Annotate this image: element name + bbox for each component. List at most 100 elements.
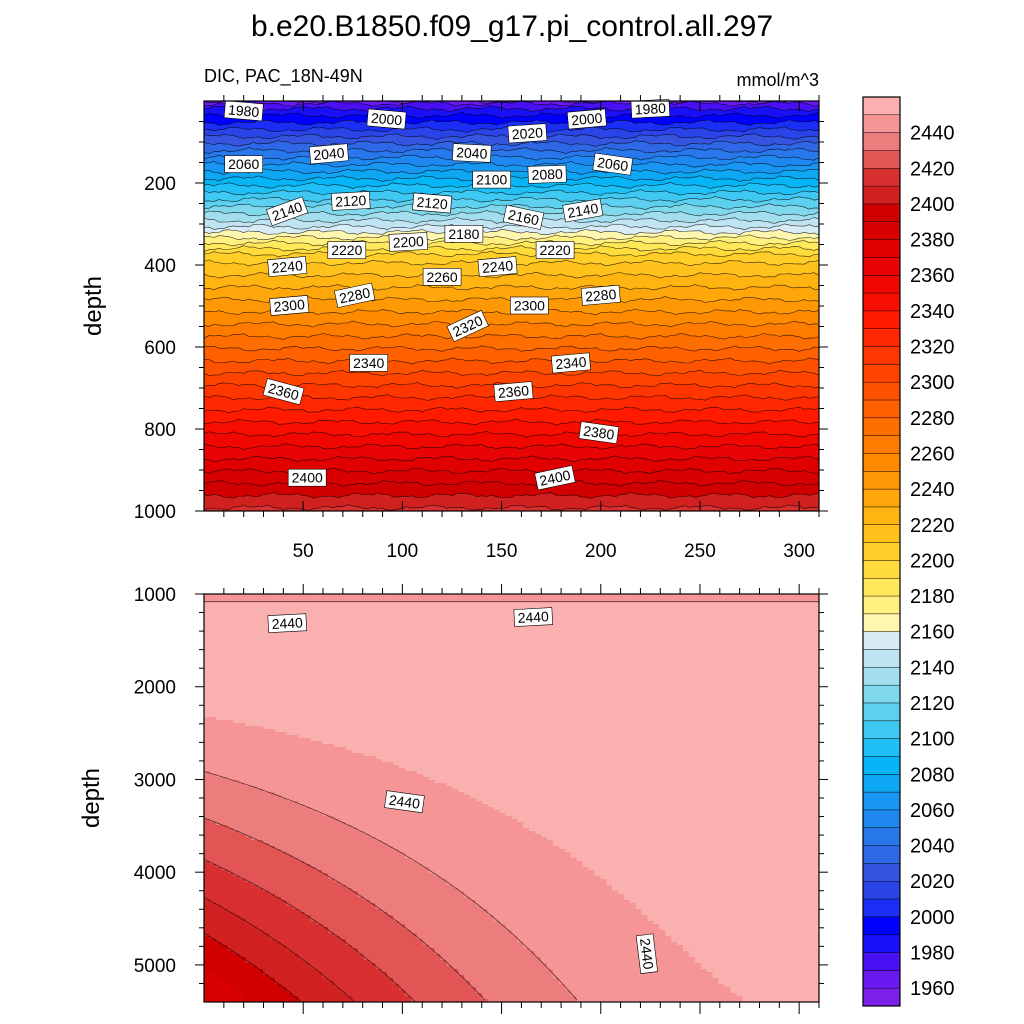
lower-cell (759, 609, 767, 613)
lower-cell (801, 696, 808, 700)
lower-cell (363, 669, 371, 673)
lower-cell (765, 699, 773, 703)
lower-cell (310, 699, 317, 703)
lower-cell (263, 648, 270, 652)
lower-cell (753, 624, 761, 628)
lower-cell (351, 678, 359, 682)
lower-contour-fill (204, 594, 819, 1002)
lower-cell (263, 714, 270, 718)
lower-cell (298, 690, 306, 694)
lower-cell (523, 669, 530, 673)
lower-cell (505, 618, 513, 622)
lower-cell (511, 708, 519, 712)
lower-cell (688, 639, 696, 643)
lower-cell (558, 609, 566, 613)
lower-cell (280, 699, 288, 703)
lower-cell (724, 660, 731, 664)
lower-cell (440, 708, 448, 712)
lower-cell (446, 714, 453, 718)
lower-cell (688, 666, 696, 670)
lower-cell (416, 669, 424, 673)
lower-cell (292, 597, 300, 601)
lower-cell (280, 636, 288, 640)
lower-cell (464, 699, 471, 703)
lower-cell (286, 666, 294, 670)
lower-cell (458, 642, 465, 646)
lower-cell (570, 612, 578, 616)
lower-cell (381, 618, 388, 622)
lower-cell (582, 609, 589, 613)
lower-cell (753, 645, 761, 649)
lower-cell (582, 690, 589, 694)
lower-cell (452, 663, 459, 667)
lower-cell (298, 666, 306, 670)
lower-cell (742, 678, 749, 682)
lower-cell (777, 696, 785, 700)
lower-cell (351, 633, 359, 637)
lower-cell (600, 651, 607, 655)
lower-cell (742, 669, 749, 673)
lower-cell (440, 624, 448, 628)
lower-cell (505, 606, 513, 610)
lower-cell (730, 597, 737, 601)
lower-cell (257, 690, 264, 694)
lower-cell (635, 597, 643, 601)
lower-cell (623, 657, 631, 661)
lower-cell (304, 708, 312, 712)
lower-cell (671, 642, 678, 646)
lower-cell (209, 633, 217, 637)
lower-cell (653, 705, 660, 709)
lower-cell (363, 657, 371, 661)
lower-cell (322, 618, 329, 622)
lower-cell (263, 645, 270, 649)
lower-cell (671, 663, 678, 667)
lower-cell (499, 603, 507, 607)
lower-cell (612, 651, 619, 655)
lower-cell (428, 708, 436, 712)
lower-cell (434, 684, 442, 688)
lower-cell (724, 633, 731, 637)
lower-cell (742, 651, 749, 655)
lower-cell (316, 711, 323, 715)
lower-cell (765, 621, 773, 625)
lower-cell (712, 618, 720, 622)
lower-cell (623, 636, 631, 640)
lower-cell (375, 621, 382, 625)
lower-cell (724, 675, 731, 679)
lower-cell (706, 690, 714, 694)
lower-cell (807, 612, 814, 616)
lower-cell (487, 642, 495, 646)
lower-cell (310, 606, 317, 610)
lower-cell (789, 678, 796, 682)
lower-cell (280, 705, 288, 709)
lower-cell (298, 654, 306, 658)
lower-cell (635, 684, 643, 688)
lower-cell (541, 699, 548, 703)
upper-contour-line (204, 406, 819, 413)
lower-cell (381, 603, 388, 607)
lower-cell (653, 606, 660, 610)
lower-cell (564, 663, 572, 667)
lower-cell (215, 678, 223, 682)
lower-cell (789, 663, 796, 667)
lower-cell (677, 645, 684, 649)
lower-cell (316, 648, 323, 652)
lower-cell (718, 621, 725, 625)
lower-cell (239, 699, 246, 703)
lower-cell (499, 642, 507, 646)
lower-cell (434, 663, 442, 667)
lower-cell (316, 621, 323, 625)
lower-cell (434, 690, 442, 694)
lower-cell (807, 642, 814, 646)
lower-cell (209, 597, 217, 601)
lower-cell (227, 675, 235, 679)
lower-cell (393, 648, 400, 652)
lower-cell (694, 651, 702, 655)
upper-contour-label: 2400 (287, 468, 327, 487)
lower-cell (375, 663, 382, 667)
lower-cell (410, 669, 418, 673)
lower-cell (357, 612, 365, 616)
lower-cell (535, 636, 542, 640)
lower-cell (677, 696, 684, 700)
lower-cell (629, 612, 637, 616)
